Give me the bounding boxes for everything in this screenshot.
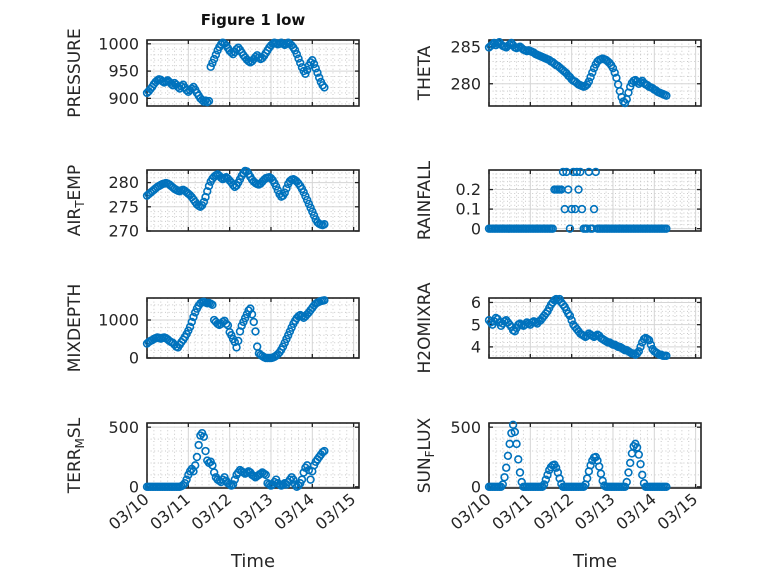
subplot-pressure: 900 950 1000 PRESSURE — [65, 28, 360, 118]
svg-text:03/13: 03/13 — [571, 490, 619, 534]
svg-text:900: 900 — [108, 89, 139, 108]
h2omixra-plot: 4 5 6 H2OMIXRA — [415, 282, 702, 374]
terr_msl-ylabel: TERRMSL — [65, 417, 87, 494]
mixdepth-ylabel: MIXDEPTH — [65, 284, 85, 373]
svg-text:5: 5 — [471, 315, 481, 334]
axes-box — [146, 422, 360, 489]
tick-marks — [146, 170, 359, 232]
axes-box — [146, 39, 360, 107]
axes-box — [488, 422, 702, 489]
y-tick-labels: 0 500 — [450, 418, 481, 497]
svg-text:03/11: 03/11 — [488, 490, 536, 534]
major-grid — [147, 423, 359, 488]
svg-text:500: 500 — [108, 418, 139, 437]
minor-grid — [147, 170, 359, 231]
subplot-mixdepth: 0 1000 MIXDEPTH — [65, 284, 360, 372]
figure-title: Figure 1 low — [200, 11, 306, 29]
pressure-plot: 900 950 1000 PRESSURE — [65, 28, 360, 118]
y-tick-labels: 0 1000 — [98, 311, 139, 368]
air_temp-markers — [142, 166, 329, 230]
axes-box — [146, 169, 360, 232]
svg-text:275: 275 — [108, 197, 139, 216]
minor-grid — [147, 298, 359, 358]
h2omixra-markers — [484, 294, 671, 360]
pressure-ylabel: PRESSURE — [65, 28, 85, 117]
major-grid — [489, 423, 701, 488]
svg-text:03/13: 03/13 — [229, 490, 277, 534]
x-axis-label-right: Time — [572, 551, 618, 572]
mixdepth-markers — [142, 296, 329, 363]
axes-box — [146, 297, 360, 359]
svg-text:0.1: 0.1 — [456, 200, 481, 219]
subplot-terr-msl: 0 500 03/10 03/11 03/12 03/13 03/14 03/15 TERRMS… — [65, 417, 360, 534]
svg-text:03/12: 03/12 — [530, 490, 578, 534]
svg-text:270: 270 — [108, 222, 139, 241]
svg-text:1000: 1000 — [98, 311, 139, 330]
mixdepth-plot: 0 1000 MIXDEPTH — [65, 284, 360, 372]
svg-text:0: 0 — [471, 477, 481, 496]
pressure-markers — [142, 38, 329, 107]
major-grid — [489, 170, 701, 231]
terr_msl-markers — [142, 428, 329, 492]
svg-text:03/14: 03/14 — [612, 490, 660, 534]
svg-text:1000: 1000 — [98, 34, 139, 53]
subplot-sun-flux: 0 500 03/10 03/11 03/12 03/13 03/14 03/15 SUNFLU… — [415, 417, 702, 534]
svg-text:03/12: 03/12 — [188, 490, 236, 534]
svg-text:280: 280 — [108, 173, 139, 192]
svg-text:0: 0 — [471, 219, 481, 238]
svg-text:03/15: 03/15 — [312, 490, 360, 534]
svg-text:0: 0 — [129, 477, 139, 496]
tick-marks — [488, 170, 701, 231]
subplot-h2omixra: 4 5 6 H2OMIXRA — [415, 282, 702, 374]
y-tick-labels: 0 500 — [108, 418, 139, 497]
svg-text:03/15: 03/15 — [654, 490, 702, 534]
svg-text:500: 500 — [450, 418, 481, 437]
svg-text:4: 4 — [471, 337, 481, 356]
svg-text:285: 285 — [450, 37, 481, 56]
rainfall-ylabel: RAINFALL — [415, 160, 435, 240]
y-tick-labels: 280 285 — [450, 37, 481, 93]
y-tick-labels: 270 275 280 — [108, 173, 139, 240]
subplot-air-temp: 270 275 280 AIRTEMP — [65, 165, 360, 241]
svg-text:03/14: 03/14 — [270, 490, 318, 534]
minor-grid — [489, 170, 701, 231]
sun_flux-ylabel: SUNFLUX — [415, 417, 437, 493]
svg-text:950: 950 — [108, 62, 139, 81]
y-tick-labels: 900 950 1000 — [98, 34, 139, 108]
theta-ylabel: THETA — [415, 45, 435, 101]
svg-text:280: 280 — [450, 74, 481, 93]
svg-text:0.2: 0.2 — [456, 180, 481, 199]
major-grid — [147, 40, 359, 106]
h2omixra-ylabel: H2OMIXRA — [415, 282, 435, 373]
rainfall-plot: 00.10.2 RAINFALL — [415, 160, 702, 240]
svg-text:6: 6 — [471, 293, 481, 312]
air_temp-plot: 270 275 280 AIRTEMP — [65, 165, 360, 241]
svg-text:0: 0 — [129, 349, 139, 368]
subplot-theta: 280 285 THETA — [415, 37, 702, 108]
sun_flux-markers — [484, 420, 671, 492]
y-tick-labels: 00.10.2 — [456, 180, 481, 238]
x-axis-label-left: Time — [230, 551, 276, 572]
svg-text:03/11: 03/11 — [146, 490, 194, 534]
air_temp-ylabel: AIRTEMP — [65, 165, 87, 236]
minor-grid — [147, 40, 359, 106]
axes-box — [488, 39, 702, 107]
rainfall-markers — [484, 167, 671, 233]
y-tick-labels: 4 5 6 — [471, 293, 481, 356]
subplot-rainfall: 0 0.1 0.2 RAINFALL — [415, 160, 702, 240]
theta-plot: 280 285 THETA — [415, 37, 702, 108]
theta-markers — [484, 38, 671, 108]
tick-marks — [146, 40, 359, 106]
axes-box — [488, 297, 702, 359]
axes-box — [488, 169, 702, 232]
